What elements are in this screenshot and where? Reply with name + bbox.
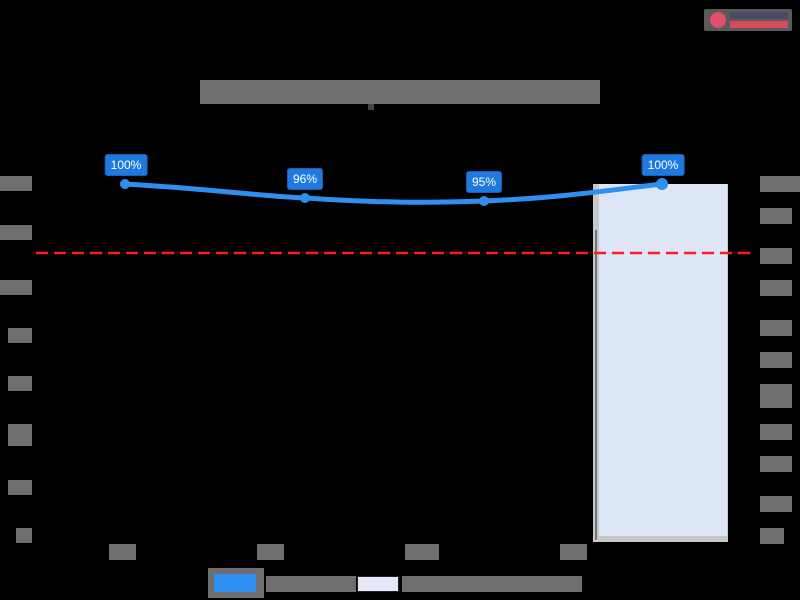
- right-axis-tick: [760, 528, 784, 544]
- right-axis-tick: [760, 384, 792, 408]
- left-axis-tick: [8, 424, 32, 446]
- right-axis-tick: [760, 280, 792, 296]
- legend: [208, 568, 588, 598]
- right-axis-tick: [760, 320, 792, 336]
- logo-icon: [710, 12, 726, 28]
- logo-text-bottom: [730, 21, 788, 28]
- bar-category-4: [599, 184, 727, 536]
- data-label: 96%: [286, 168, 324, 190]
- legend-label-bar: [402, 576, 582, 592]
- legend-label-line: [266, 576, 356, 592]
- right-axis-tick: [760, 456, 792, 472]
- left-axis-tick: [8, 480, 32, 495]
- data-label: 100%: [104, 154, 148, 176]
- data-label: 100%: [641, 154, 685, 176]
- right-axis-tick: [760, 248, 792, 264]
- left-axis-tick: [0, 176, 32, 191]
- legend-swatch-bar[interactable]: [357, 576, 399, 592]
- x-axis-label: [257, 544, 284, 560]
- right-axis-tick: [760, 496, 792, 512]
- x-axis-label: [405, 544, 439, 560]
- logo-text-top: [730, 12, 788, 19]
- x-axis-label: [109, 544, 136, 560]
- left-axis-tick: [8, 328, 32, 343]
- left-axis-tick: [16, 528, 32, 543]
- right-axis-tick: [760, 208, 792, 224]
- data-label: 95%: [465, 171, 503, 193]
- right-axis-tick: [760, 176, 800, 192]
- left-axis-tick: [8, 376, 32, 391]
- right-axis-tick: [760, 352, 792, 368]
- right-axis-tick: [760, 424, 792, 440]
- chart-title: [200, 80, 600, 104]
- line-series: [124, 181, 663, 205]
- chart-subtitle: [368, 104, 374, 110]
- x-axis-label: [560, 544, 587, 560]
- left-axis-tick: [0, 225, 32, 240]
- legend-swatch-line[interactable]: [208, 568, 264, 598]
- brand-logo: [704, 9, 792, 31]
- left-axis-tick: [0, 280, 32, 295]
